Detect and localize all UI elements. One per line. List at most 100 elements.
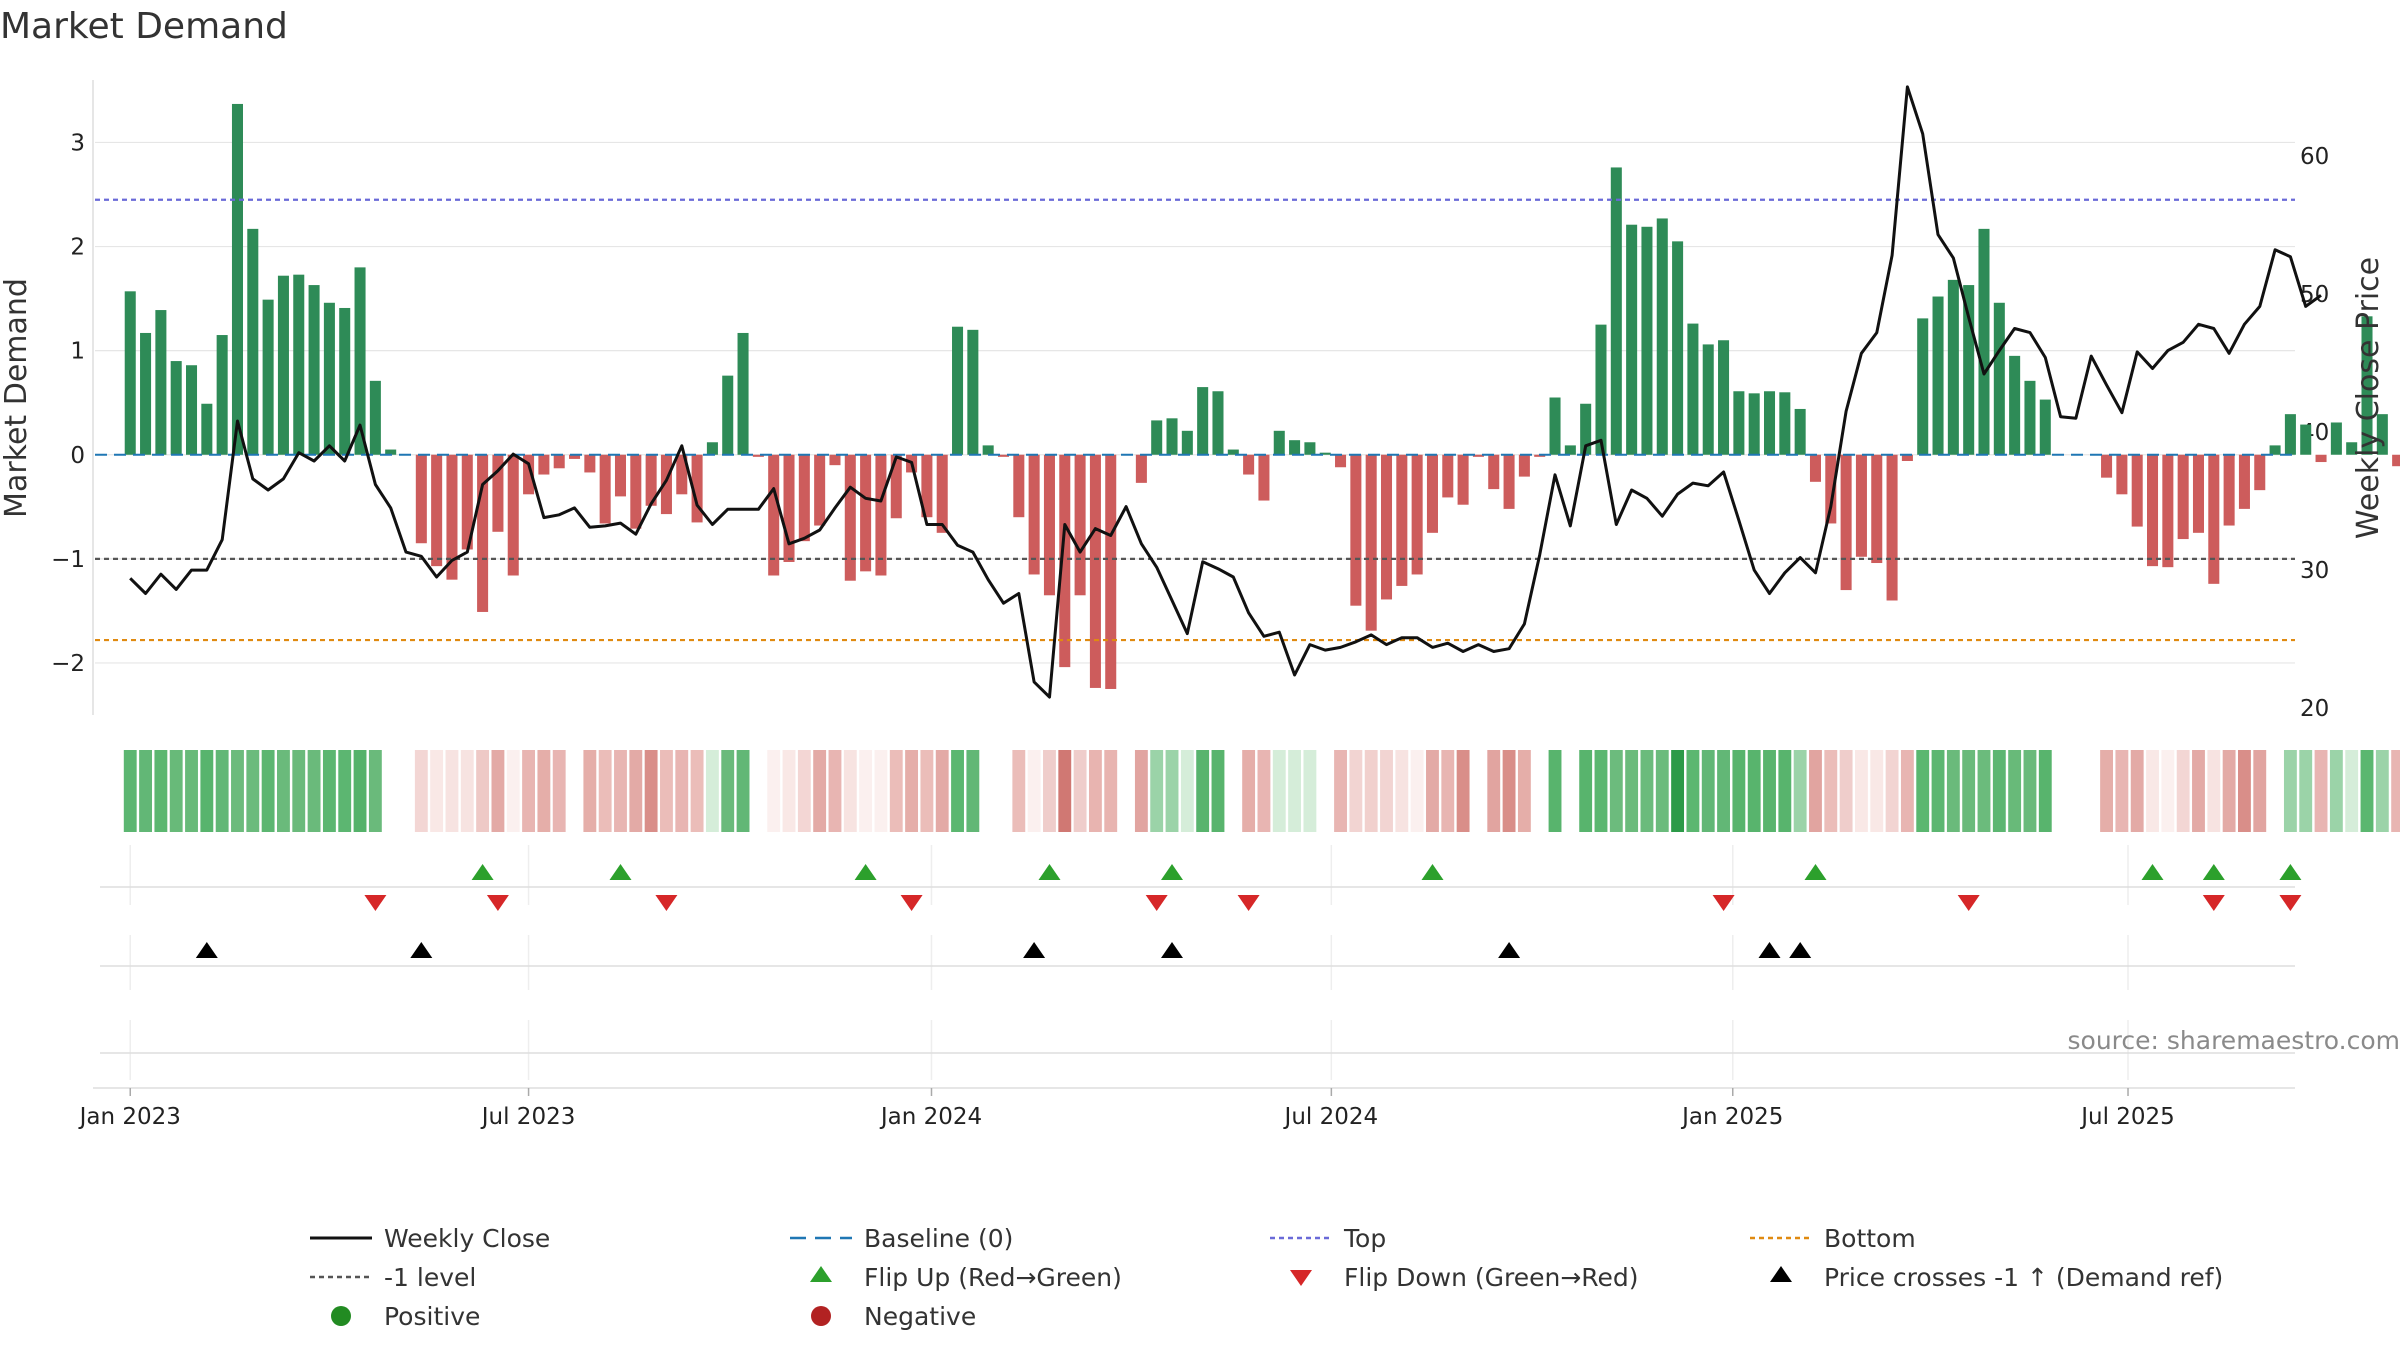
demand-bar (293, 274, 305, 455)
demand-bar (1825, 454, 1837, 524)
strip-cell (445, 750, 459, 832)
strip-cell (966, 750, 980, 832)
strip-cell (1395, 750, 1409, 832)
strip-cell (2222, 750, 2236, 832)
demand-bar (216, 335, 228, 455)
demand-bar (477, 454, 489, 612)
demand-bar (1549, 397, 1561, 455)
demand-bar (1534, 454, 1546, 457)
strip-cell (1073, 750, 1087, 832)
demand-bar (186, 365, 198, 455)
right-tick-label: 30 (2300, 558, 2329, 584)
legend-label: Baseline (0) (864, 1224, 1013, 1253)
flip-down-marker (1145, 895, 1168, 911)
strip-cell (705, 750, 719, 832)
strip-cell (1778, 750, 1792, 832)
left-tick-label: −1 (51, 547, 85, 573)
strip-cell (1487, 750, 1501, 832)
strip-cell (292, 750, 306, 832)
strip-cell (399, 750, 413, 832)
strip-cell (1119, 750, 1133, 832)
demand-bar (507, 454, 519, 576)
demand-bar (1748, 393, 1760, 455)
flip-down-marker (1957, 895, 1980, 911)
strip-cell (1196, 750, 1210, 832)
strip-cell (935, 750, 949, 832)
demand-bar (722, 375, 734, 455)
demand-bar (1380, 454, 1393, 600)
flip-up-marker (2279, 864, 2302, 880)
strip-cell (782, 750, 796, 832)
demand-bar (492, 454, 504, 532)
demand-bar (875, 454, 887, 576)
price-cross-marker (1758, 942, 1781, 958)
legend-swatch (331, 1306, 351, 1326)
demand-bar (1105, 454, 1117, 689)
strip-cell (2176, 750, 2190, 832)
strip-cell (1747, 750, 1761, 832)
left-tick-label: 3 (70, 130, 85, 156)
demand-bar (231, 103, 243, 455)
strip-cell (997, 750, 1010, 832)
strip-cell (1027, 750, 1041, 832)
strip-cell (2375, 750, 2389, 832)
demand-bar (201, 403, 213, 455)
strip-cell (1625, 750, 1639, 832)
demand-bar (1763, 391, 1776, 455)
demand-bar (1963, 285, 1975, 455)
demand-bar (1411, 454, 1423, 575)
strip-cell (1900, 750, 1914, 832)
strip-cell (368, 750, 382, 832)
strip-cell (1410, 750, 1424, 832)
demand-bar (415, 454, 427, 544)
demand-bar (1871, 454, 1883, 564)
demand-bar (1901, 454, 1913, 461)
strip-cell (1058, 750, 1072, 832)
demand-bar (844, 454, 856, 581)
legend-swatch (810, 1266, 832, 1282)
demand-bar (1319, 452, 1331, 455)
demand-bar (1993, 302, 2005, 455)
price-cross-marker (1789, 942, 1812, 958)
strip-cell (1288, 750, 1302, 832)
flip-down-marker (1237, 895, 1260, 911)
demand-bar (308, 285, 320, 455)
strip-cell (2283, 750, 2297, 832)
strip-cell (1104, 750, 1118, 832)
demand-bar (277, 275, 289, 455)
strip-cell (920, 750, 934, 832)
demand-bar (676, 454, 688, 495)
strip-cell (874, 750, 888, 832)
demand-bar (2346, 442, 2358, 455)
flip-down-marker (2279, 895, 2302, 911)
demand-bar (982, 445, 994, 455)
demand-bar (1043, 454, 1055, 596)
legend-label: Positive (384, 1302, 480, 1331)
strip-cell (353, 750, 367, 832)
strip-cell (169, 750, 183, 832)
strip-cell (2146, 750, 2159, 832)
demand-bar (860, 454, 872, 572)
demand-bar (2315, 454, 2327, 463)
legend-item-bottom: Bottom (1750, 1224, 1916, 1253)
demand-bar (1074, 454, 1086, 596)
left-tick-label: 1 (70, 339, 85, 365)
demand-bar (1227, 449, 1239, 455)
demand-bar (1947, 279, 1959, 455)
strip-cell (1242, 750, 1256, 832)
demand-bar (2177, 454, 2189, 540)
flip-up-marker (1161, 864, 1183, 880)
strip-cell (2314, 750, 2328, 832)
right-y-axis-label: Weekly Close Price (2351, 257, 2386, 539)
demand-bar (523, 454, 535, 495)
demand-bar (2392, 454, 2400, 467)
strip-cell (1211, 750, 1225, 832)
price-cross-marker (1161, 942, 1183, 958)
strip-cell (1655, 750, 1669, 832)
demand-bar (2162, 454, 2174, 568)
strip-cell (2069, 750, 2083, 832)
demand-bar (2238, 454, 2250, 509)
legend-item-baseline: Baseline (0) (790, 1224, 1013, 1253)
demand-bar (645, 454, 657, 506)
